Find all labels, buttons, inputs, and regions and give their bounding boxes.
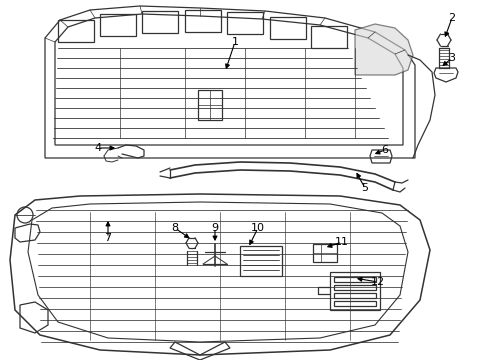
Text: 7: 7 <box>104 233 112 243</box>
Text: 1: 1 <box>231 37 239 47</box>
Text: 10: 10 <box>251 223 265 233</box>
Text: 2: 2 <box>448 13 456 23</box>
Text: 3: 3 <box>448 53 456 63</box>
Text: 9: 9 <box>212 223 219 233</box>
Text: 8: 8 <box>172 223 178 233</box>
Text: 12: 12 <box>371 277 385 287</box>
Text: 11: 11 <box>335 237 349 247</box>
Polygon shape <box>355 24 413 75</box>
Text: 4: 4 <box>95 143 101 153</box>
Text: 6: 6 <box>382 145 389 155</box>
Text: 5: 5 <box>362 183 368 193</box>
